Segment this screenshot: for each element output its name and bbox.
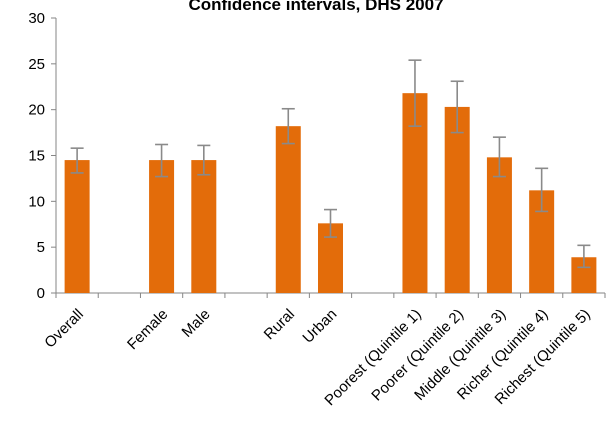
chart-title: Confidence intervals, DHS 2007 [188, 0, 443, 14]
bar [486, 157, 512, 293]
error-bar [70, 147, 84, 174]
x-tick-label: Overall [41, 306, 87, 352]
y-tick-label: 10 [28, 193, 45, 210]
error-bar [450, 80, 464, 134]
error-bar [492, 136, 506, 178]
x-tick-label: Urban [299, 306, 340, 347]
y-tick-label: 0 [37, 285, 45, 302]
bar [444, 106, 470, 294]
y-tick-label: 15 [28, 148, 45, 165]
bar [149, 160, 175, 293]
error-bars [70, 59, 591, 269]
error-bar [577, 244, 591, 269]
x-tick-label: Male [179, 306, 214, 341]
y-axis: 0 5 10 15 20 25 30 [28, 10, 57, 302]
bar [275, 126, 301, 294]
error-bar [281, 107, 295, 145]
error-bar [535, 167, 549, 213]
x-tick-label: Rural [261, 306, 298, 343]
y-tick-label: 20 [28, 102, 45, 119]
x-tick-label: Female [124, 306, 171, 353]
y-tick-label: 25 [28, 56, 45, 73]
y-tick-label: 30 [28, 10, 45, 27]
y-tick-label: 5 [37, 239, 45, 256]
error-bar [197, 144, 211, 176]
x-axis [55, 292, 606, 298]
error-bar [408, 59, 422, 127]
error-bar [324, 208, 337, 238]
bar-series [64, 93, 597, 294]
bar [191, 160, 217, 293]
bar [64, 160, 90, 293]
error-bar [155, 143, 169, 178]
